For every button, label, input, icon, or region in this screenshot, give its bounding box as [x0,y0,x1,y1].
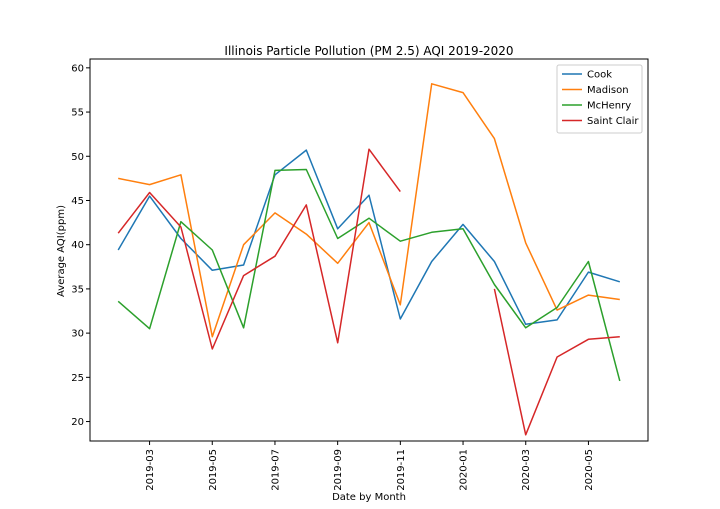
legend-label: Saint Clair [587,116,639,127]
y-tick-label: 50 [71,152,84,163]
series-line-saint-clair [117,148,401,350]
x-tick-label: 2020-01 [459,449,470,491]
x-tick-label: 2020-05 [584,449,595,491]
x-tick-label: 2020-03 [521,449,532,491]
y-tick-label: 25 [71,373,84,384]
x-tick-label: 2019-03 [145,449,156,491]
series-line-saint-clair [493,288,620,436]
y-tick-label: 35 [71,284,84,295]
plot-frame [89,58,649,442]
legend-label: Cook [587,70,612,81]
x-tick-label: 2019-11 [396,449,407,491]
series-line-cook [117,149,621,326]
x-axis-label: Date by Month [332,492,406,503]
x-tick-label: 2019-07 [271,449,282,491]
series-lines [117,83,621,436]
series-line-madison [118,83,620,338]
chart-title: Illinois Particle Pollution (PM 2.5) AQI… [224,44,513,58]
axes: 20 25 30 35 40 45 50 55 60 2019-03 2019-05 2019-07 2… [71,63,595,490]
series-line-mchenry [117,168,621,382]
y-tick-label: 40 [71,240,84,251]
legend: Cook Madison McHenry Saint Clair [556,64,643,134]
y-axis-label: Average AQI(ppm) [56,205,67,297]
y-tick-label: 55 [71,108,84,119]
legend-box [556,64,643,134]
y-tick-label: 45 [71,196,84,207]
legend-label: Madison [587,85,629,96]
x-tick-label: 2019-09 [333,449,344,491]
y-tick-label: 60 [71,63,84,74]
legend-label: McHenry [587,101,631,112]
x-tick-label: 2019-05 [208,449,219,491]
y-tick-label: 20 [71,417,84,428]
y-tick-label: 30 [71,329,84,340]
